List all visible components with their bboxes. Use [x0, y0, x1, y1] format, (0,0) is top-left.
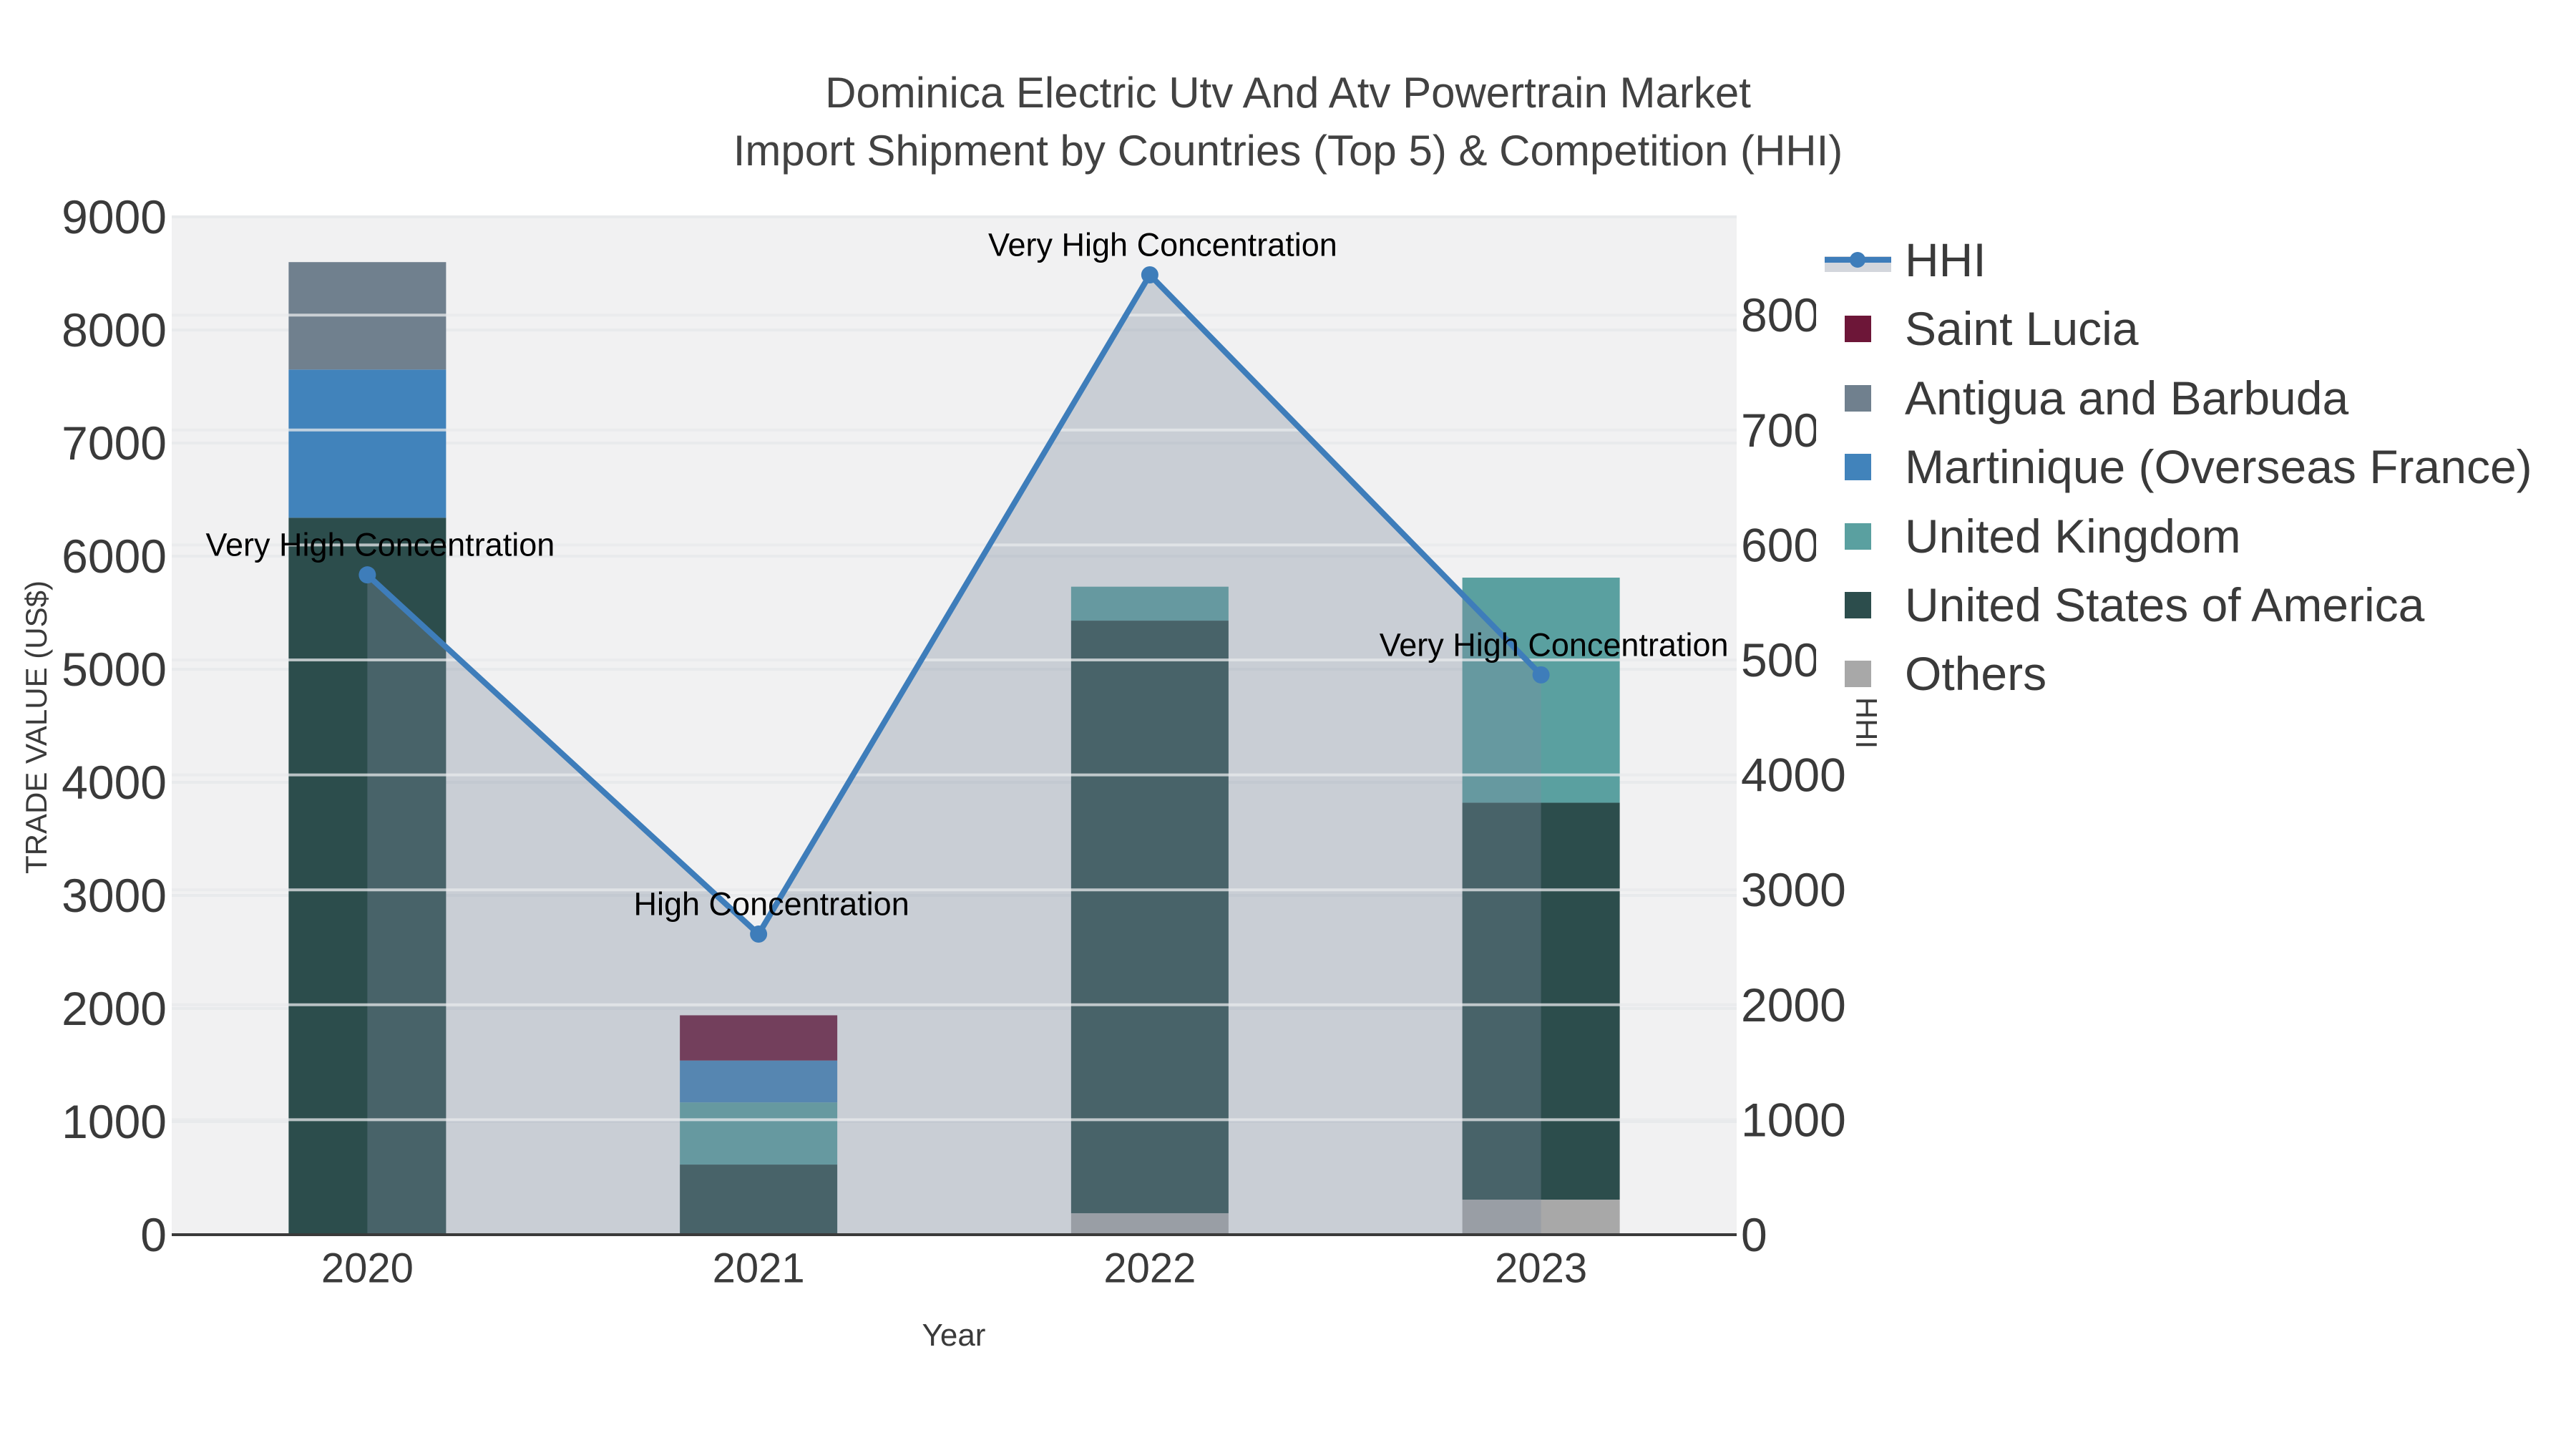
right-tick-label-2000: 2000 — [1741, 978, 1846, 1031]
right-tick-label-0: 0 — [1741, 1208, 1767, 1261]
right-axis-label: HHI — [1850, 696, 1883, 749]
legend-label-united-kingdom: United Kingdom — [1905, 510, 2241, 563]
chart-title: Dominica Electric Utv And Atv Powertrain… — [0, 64, 2576, 180]
left-tick-label-0: 0 — [140, 1208, 167, 1261]
left-tick-label-4000: 4000 — [62, 756, 167, 809]
left-axis-label: TRADE VALUE (US$) — [19, 580, 53, 874]
legend-label-martinique-overseas-france-: Martinique (Overseas France) — [1905, 440, 2532, 493]
legend-swatch-united-states-of-america — [1845, 592, 1871, 618]
legend-hhi-marker-icon — [1850, 252, 1865, 268]
bar-segment-2022-united-states-of-america — [1070, 621, 1229, 1213]
legend-label-saint-lucia: Saint Lucia — [1905, 302, 2139, 355]
legend-swatch-saint-lucia — [1845, 316, 1871, 342]
bar-segment-2021-united-kingdom — [680, 1102, 838, 1165]
annotation-2022: Very High Concentration — [988, 226, 1337, 263]
x-tick-label-2020: 2020 — [321, 1245, 414, 1292]
bar-segment-2023-united-kingdom — [1462, 578, 1620, 803]
legend-swatch-antigua-and-barbuda — [1845, 385, 1871, 412]
hhi-marker-2022 — [1141, 266, 1158, 283]
annotation-2023: Very High Concentration — [1380, 626, 1729, 663]
legend-label-others: Others — [1905, 647, 2046, 700]
annotation-2020: Very High Concentration — [205, 527, 555, 563]
bar-segment-2022-others — [1070, 1213, 1229, 1235]
legend-box — [1816, 228, 2539, 711]
legend-label-united-states-of-america: United States of America — [1905, 578, 2425, 631]
hhi-marker-2023 — [1532, 666, 1550, 684]
x-tick-label-2023: 2023 — [1495, 1245, 1587, 1292]
left-tick-label-8000: 8000 — [62, 303, 167, 356]
left-tick-label-6000: 6000 — [62, 530, 167, 583]
hhi-marker-2020 — [358, 566, 376, 584]
hhi-marker-2021 — [750, 925, 768, 943]
bar-segment-2021-martinique-overseas-france- — [680, 1060, 838, 1103]
left-tick-label-9000: 9000 — [62, 190, 167, 243]
x-tick-label-2022: 2022 — [1103, 1245, 1196, 1292]
left-tick-label-3000: 3000 — [62, 869, 167, 922]
bar-segment-2021-saint-lucia — [680, 1015, 838, 1061]
legend-swatch-united-kingdom — [1845, 523, 1871, 550]
hhi-area — [367, 274, 1541, 1235]
right-tick-label-1000: 1000 — [1741, 1093, 1846, 1146]
chart-title-line1: Dominica Electric Utv And Atv Powertrain… — [825, 69, 1751, 117]
left-tick-label-5000: 5000 — [62, 643, 167, 696]
bar-segment-2023-united-states-of-america — [1462, 802, 1620, 1200]
right-tick-label-4000: 4000 — [1741, 749, 1846, 802]
bar-segment-2022-united-kingdom — [1070, 586, 1229, 621]
right-tick-label-3000: 3000 — [1741, 863, 1846, 916]
legend-label-antigua-and-barbuda: Antigua and Barbuda — [1905, 371, 2348, 424]
bar-segment-2023-others — [1462, 1200, 1620, 1235]
legend-swatch-others — [1845, 661, 1871, 687]
legend-label-hhi: HHI — [1905, 233, 1986, 286]
x-tick-label-2021: 2021 — [713, 1245, 805, 1292]
left-tick-label-7000: 7000 — [62, 417, 167, 470]
bar-segment-2021-united-states-of-america — [680, 1165, 838, 1235]
left-tick-label-1000: 1000 — [62, 1095, 167, 1148]
chart-title-line2: Import Shipment by Countries (Top 5) & C… — [733, 127, 1843, 175]
x-axis-label: Year — [922, 1318, 986, 1353]
left-tick-label-2000: 2000 — [62, 982, 167, 1035]
annotation-2021: High Concentration — [634, 886, 909, 923]
bar-segment-2020-united-states-of-america — [288, 517, 447, 1235]
hhi-line — [365, 271, 1543, 938]
legend-swatch-martinique-overseas-france- — [1845, 454, 1871, 480]
bar-segment-2020-martinique-overseas-france- — [288, 369, 447, 518]
